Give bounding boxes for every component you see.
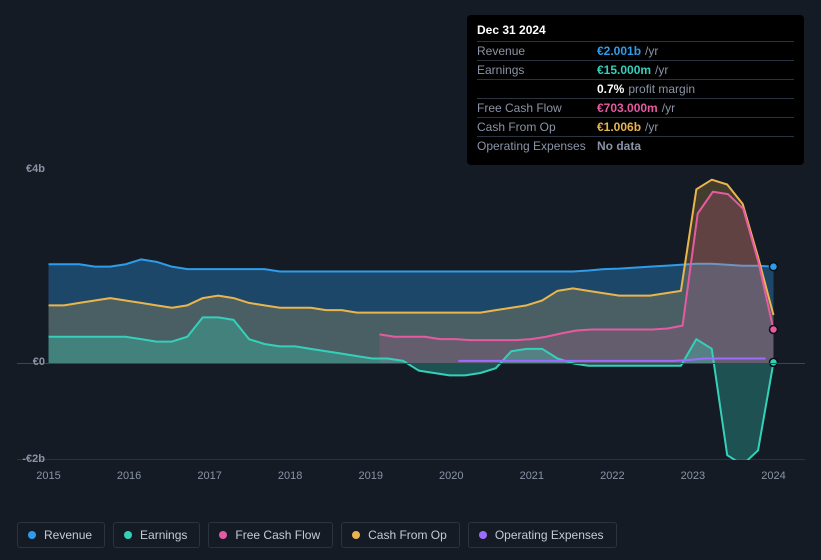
tooltip-metric-label: Free Cash Flow: [477, 99, 597, 118]
y-axis-label: €0: [15, 356, 45, 368]
tooltip-date: Dec 31 2024: [477, 23, 794, 41]
tooltip-metric-label: Revenue: [477, 42, 597, 61]
legend-label: Free Cash Flow: [235, 528, 320, 542]
plot-area: [17, 170, 805, 460]
x-axis-label: 2023: [681, 470, 705, 482]
tooltip-metric-value: No data: [597, 137, 794, 156]
chart-svg: [17, 170, 805, 460]
x-axis-label: 2017: [197, 470, 221, 482]
legend-swatch: [219, 531, 227, 539]
tooltip-metric-label: [477, 80, 597, 99]
x-axis-label: 2016: [117, 470, 141, 482]
legend-item-operating-expenses[interactable]: Operating Expenses: [468, 522, 617, 548]
x-axis-label: 2018: [278, 470, 302, 482]
legend-label: Operating Expenses: [495, 528, 604, 542]
legend-label: Revenue: [44, 528, 92, 542]
legend-swatch: [479, 531, 487, 539]
series-end-dot: [769, 326, 777, 334]
chart-tooltip: Dec 31 2024 Revenue€2.001b/yrEarnings€15…: [467, 15, 804, 165]
x-axis-label: 2024: [761, 470, 785, 482]
legend-swatch: [352, 531, 360, 539]
zero-gridline: [17, 363, 805, 364]
x-axis-label: 2015: [36, 470, 60, 482]
legend-item-cash-from-op[interactable]: Cash From Op: [341, 522, 460, 548]
legend-swatch: [28, 531, 36, 539]
chart-legend: Revenue Earnings Free Cash Flow Cash From O…: [17, 522, 617, 548]
tooltip-metric-value: €15.000m/yr: [597, 61, 794, 80]
tooltip-metric-label: Cash From Op: [477, 118, 597, 137]
x-axis-label: 2022: [600, 470, 624, 482]
tooltip-metric-label: Earnings: [477, 61, 597, 80]
financials-chart: 2015 2016 2017 2018 2019 2020 2021 2022 2023 2024…: [17, 160, 805, 495]
tooltip-metric-value: 0.7%profit margin: [597, 80, 794, 99]
tooltip-metric-value: €2.001b/yr: [597, 42, 794, 61]
tooltip-metric-value: €703.000m/yr: [597, 99, 794, 118]
x-axis-label: 2020: [439, 470, 463, 482]
series-end-dot: [769, 263, 777, 271]
y-axis-label: €4b: [15, 163, 45, 175]
x-axis-label: 2019: [358, 470, 382, 482]
tooltip-metric-label: Operating Expenses: [477, 137, 597, 156]
legend-item-earnings[interactable]: Earnings: [113, 522, 200, 548]
tooltip-table: Revenue€2.001b/yrEarnings€15.000m/yr0.7%…: [477, 41, 794, 155]
y-axis-label: -€2b: [15, 453, 45, 465]
legend-swatch: [124, 531, 132, 539]
x-axis-label: 2021: [520, 470, 544, 482]
legend-label: Cash From Op: [368, 528, 447, 542]
tooltip-metric-value: €1.006b/yr: [597, 118, 794, 137]
legend-item-free-cash-flow[interactable]: Free Cash Flow: [208, 522, 333, 548]
legend-label: Earnings: [140, 528, 187, 542]
legend-item-revenue[interactable]: Revenue: [17, 522, 105, 548]
